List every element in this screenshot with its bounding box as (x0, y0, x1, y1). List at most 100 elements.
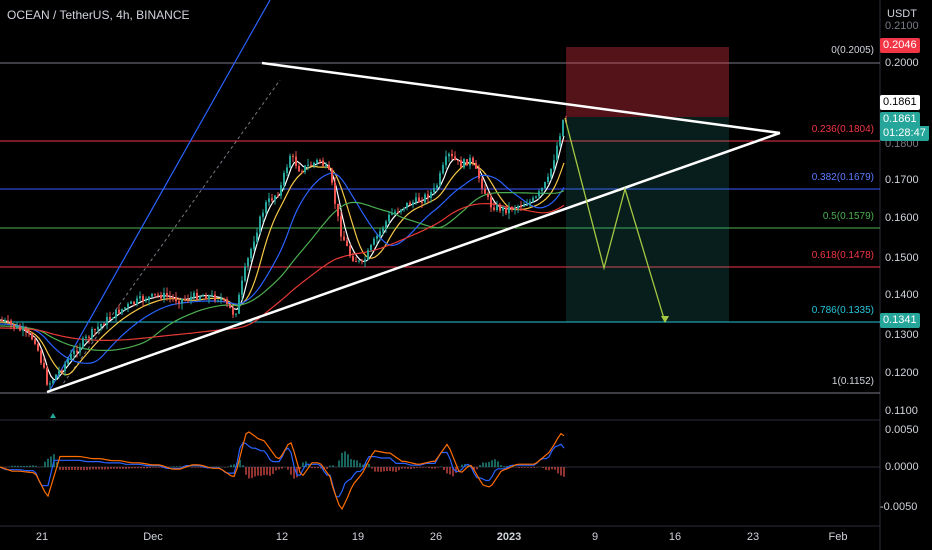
candle-body (61, 370, 63, 372)
candle-body (436, 185, 438, 189)
candle-body (475, 162, 477, 169)
last-price-tag[interactable]: 0.1861 (880, 95, 920, 110)
time-tick: 12 (275, 531, 289, 543)
candle-body (274, 195, 276, 201)
candle-body (397, 211, 399, 213)
candle-body (478, 168, 480, 179)
candle-body (343, 236, 345, 241)
candle-body (346, 240, 348, 246)
candle-body (544, 182, 546, 188)
candle-body (46, 367, 48, 385)
candle-body (484, 188, 486, 194)
candle-body (148, 296, 150, 301)
triangle-upper-line[interactable] (261, 61, 781, 135)
candle-body (7, 320, 9, 322)
time-tick: Feb (828, 531, 848, 543)
take-profit-zone[interactable] (566, 117, 729, 322)
macd-tick: 0.0000 (885, 461, 919, 473)
candle-body (58, 370, 60, 375)
candle-body (412, 202, 414, 206)
candle-body (25, 328, 27, 331)
stop-loss-price-tag[interactable]: 0.2046 (880, 38, 920, 53)
candle-body (22, 328, 24, 331)
candle-body (121, 308, 123, 314)
fib-label-0786: 0.786(0.1335) (811, 305, 874, 316)
candle-body (166, 292, 168, 297)
candle-body (466, 159, 468, 166)
candle-body (154, 293, 156, 295)
time-tick: 2023 (496, 531, 522, 543)
candle-body (460, 160, 462, 168)
candle-body (391, 213, 393, 215)
candle-body (358, 260, 360, 262)
candle-body (340, 216, 342, 237)
candle-body (394, 211, 396, 214)
fibonacci-retracement[interactable] (0, 62, 880, 394)
price-tick: 0.1300 (885, 329, 919, 341)
candle-body (490, 197, 492, 208)
candle-body (241, 280, 243, 295)
candle-body (112, 317, 114, 319)
candle-body (259, 216, 261, 233)
candle-body (157, 294, 159, 296)
candle-body (559, 136, 561, 146)
candle-body (73, 350, 75, 355)
candle-body (16, 326, 18, 329)
candle-body (406, 202, 408, 208)
candle-body (277, 195, 279, 197)
signal-marker-icon (50, 413, 56, 418)
current-price-tag[interactable]: 0.1861 (880, 112, 920, 127)
candle-body (448, 153, 450, 157)
candle-body (265, 202, 267, 213)
price-tick: 0.1400 (885, 289, 919, 301)
target-price-tag[interactable]: 0.1341 (880, 313, 920, 328)
stop-loss-zone[interactable] (566, 47, 729, 117)
candle-body (67, 359, 69, 364)
candle-body (13, 324, 15, 329)
candle-body (313, 162, 315, 166)
price-tick: 0.1200 (885, 367, 919, 379)
time-tick: 26 (429, 531, 443, 543)
candle-body (280, 185, 282, 196)
currency-label[interactable]: USDT (887, 8, 917, 20)
trend-line-blue[interactable] (49, 0, 271, 391)
projection-path[interactable] (564, 117, 666, 323)
candle-body (145, 300, 147, 302)
candle-body (10, 320, 12, 325)
macd-indicator[interactable] (0, 431, 565, 511)
price-pane[interactable] (0, 0, 880, 420)
fib-label-05: 0.5(0.1579) (822, 211, 874, 222)
candle-body (517, 206, 519, 209)
candle-body (232, 307, 234, 315)
candle-body (520, 206, 522, 208)
candle-body (115, 309, 117, 318)
candle-body (541, 187, 543, 192)
candle-body (316, 159, 318, 163)
candle-body (205, 295, 207, 300)
candle-body (499, 204, 501, 211)
candle-body (229, 303, 231, 308)
candle-body (190, 296, 192, 301)
candle-body (376, 235, 378, 239)
candle-body (181, 299, 183, 304)
candle-body (202, 295, 204, 297)
candle-body (283, 172, 285, 186)
price-tick: 0.1100 (885, 405, 918, 417)
candle-body (142, 296, 144, 302)
candle-body (307, 164, 309, 166)
candle-body (1, 320, 3, 321)
candle-body (85, 336, 87, 339)
candle-body (433, 188, 435, 192)
candle-body (163, 292, 165, 299)
candle-body (439, 173, 441, 186)
symbol-title[interactable]: OCEAN / TetherUS, 4h, BINANCE (7, 8, 190, 22)
triangle-lower-line[interactable] (46, 131, 781, 394)
candle-body (88, 336, 90, 338)
fib-label-1: 1(0.1152) (831, 376, 874, 387)
candle-body (415, 197, 417, 203)
candle-body (373, 238, 375, 245)
candle-body (445, 156, 447, 166)
candle-body (463, 159, 465, 168)
candle-body (40, 350, 42, 363)
